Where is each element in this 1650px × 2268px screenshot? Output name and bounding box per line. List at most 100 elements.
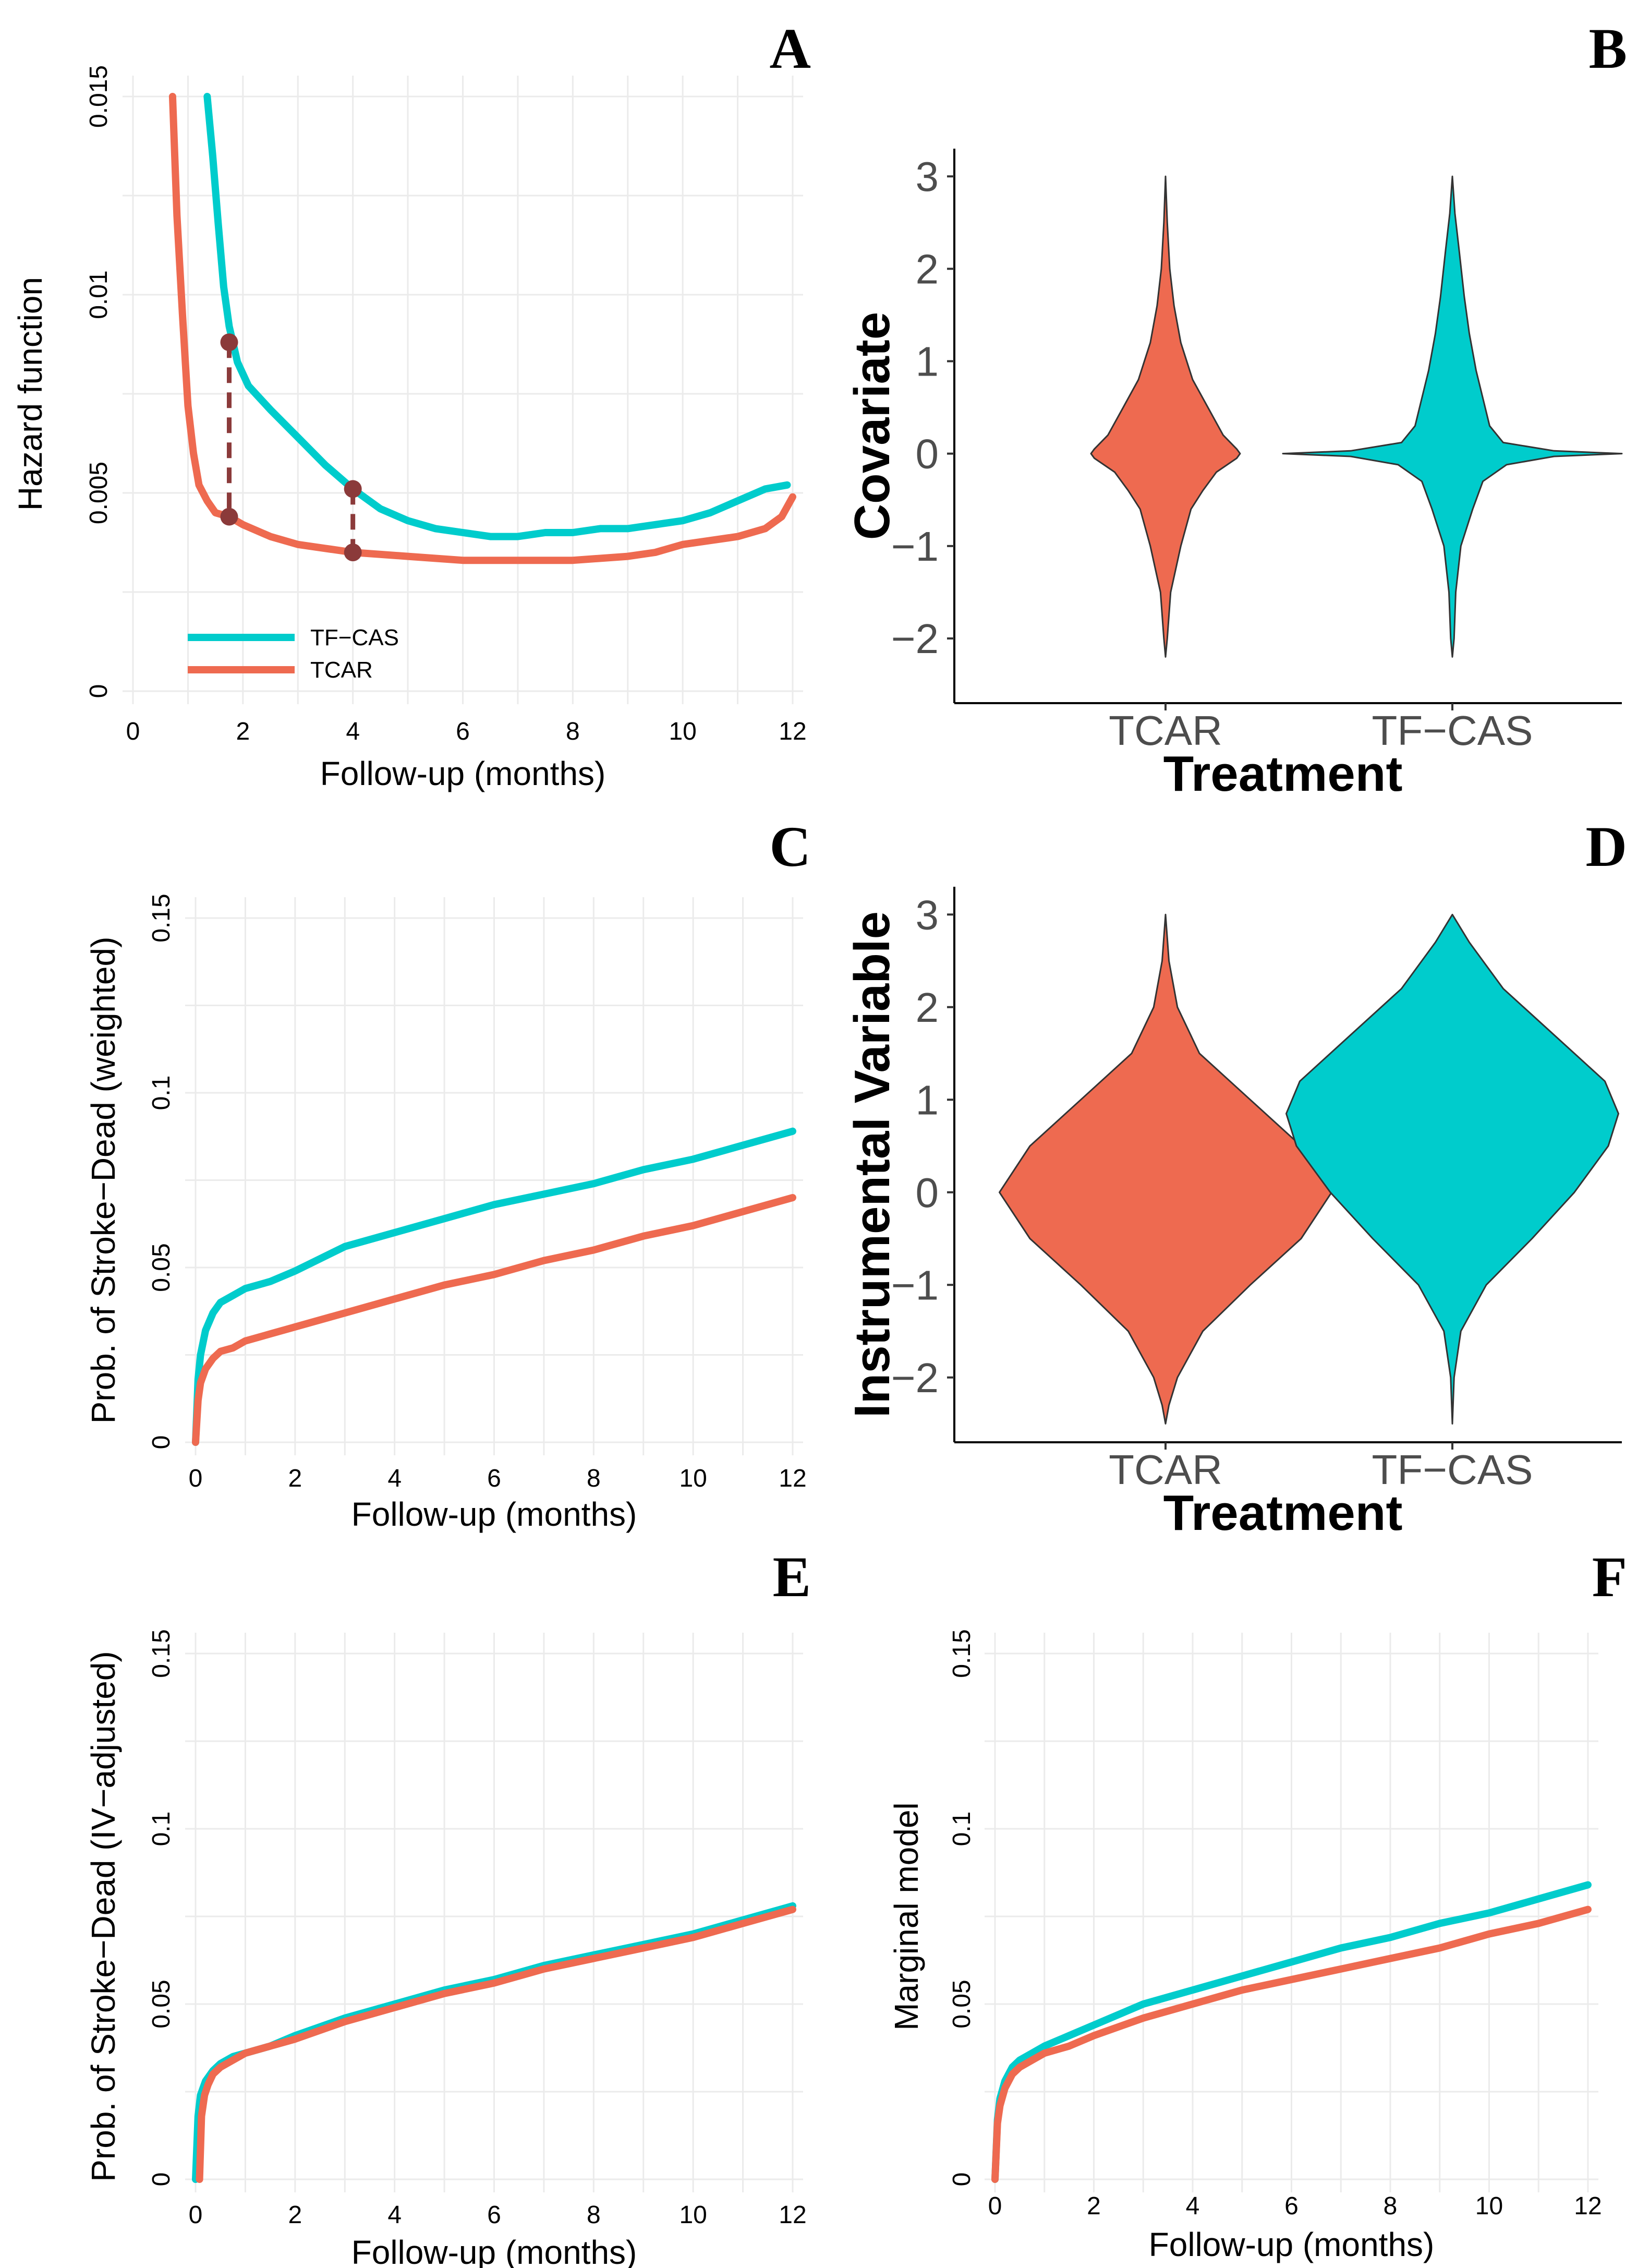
y-tick-label: 2 — [916, 246, 939, 292]
y-tick-label: 0 — [916, 1169, 939, 1216]
x-tick-label: 4 — [387, 1465, 402, 1492]
y-tick-label: 0 — [948, 2173, 976, 2187]
y-tick-label: 0.01 — [85, 270, 113, 319]
y-axis-label: Marginal model — [888, 1802, 925, 2031]
x-tick-label: 8 — [587, 1465, 601, 1492]
y-axis-label: Instrumental Variable — [844, 911, 900, 1418]
x-tick-label: 12 — [779, 718, 806, 745]
series-line-tf-cas — [203, 93, 791, 540]
x-axis-label: Follow-up (months) — [351, 2234, 637, 2268]
x-tick-label: 12 — [779, 1465, 806, 1492]
x-tick-label: 4 — [1186, 2192, 1200, 2220]
x-tick-label: TCAR — [1109, 707, 1222, 754]
y-tick-label: 1 — [916, 338, 939, 384]
y-tick-label: −1 — [891, 1262, 939, 1308]
panel-letter-a: A — [770, 17, 811, 80]
x-tick-label: 0 — [126, 718, 140, 745]
x-tick-label: 6 — [456, 718, 470, 745]
y-tick-label: 0.1 — [948, 1812, 976, 1847]
panel-f: 0 2 4 6 8 10 12 0 0.05 0.1 0.15 Follow-up (months) M… — [888, 1545, 1627, 2263]
x-tick-label: TF−CAS — [1372, 707, 1533, 754]
legend-label-tcar: TCAR — [310, 657, 373, 683]
x-tick-label: 12 — [1574, 2192, 1602, 2220]
panel-c-gridlines — [185, 897, 803, 1455]
x-tick-label: 10 — [1475, 2192, 1503, 2220]
x-tick-label: 8 — [566, 718, 580, 745]
x-axis-label: Follow-up (months) — [351, 1495, 637, 1533]
x-tick-label: 6 — [487, 1465, 501, 1492]
y-tick-label: 1 — [916, 1077, 939, 1123]
y-tick-label: 0 — [148, 1435, 175, 1450]
panel-letter-c: C — [770, 815, 811, 878]
series-line-tcar — [196, 1905, 796, 2183]
y-axis-label: Prob. of Stroke−Dead (weighted) — [84, 937, 122, 1424]
y-axis-label: Hazard function — [11, 277, 49, 511]
y-tick-label: 0.15 — [148, 894, 175, 942]
violin-tf-cas — [1282, 175, 1623, 658]
panel-e: 0 2 4 6 8 10 12 0 0.05 0.1 0.15 Follow-up (months) P… — [84, 1545, 811, 2268]
y-tick-label: 0.15 — [148, 1629, 175, 1678]
panel-letter-f: F — [1592, 1545, 1627, 1609]
difference-point-top — [220, 333, 238, 352]
legend-label-tf-cas: TF−CAS — [310, 625, 399, 650]
y-tick-label: 3 — [916, 891, 939, 938]
x-tick-label: 6 — [1284, 2192, 1299, 2220]
y-tick-label: 0 — [148, 2173, 175, 2187]
series-line-tf-cas — [192, 1127, 796, 1446]
x-tick-label: 2 — [288, 1465, 302, 1492]
x-tick-label: 2 — [288, 2201, 302, 2229]
y-tick-label: 2 — [916, 984, 939, 1031]
y-axis-label: Prob. of Stroke−Dead (IV−adjusted) — [84, 1651, 122, 2181]
x-tick-label: 10 — [679, 2201, 707, 2229]
x-tick-label: TCAR — [1109, 1446, 1222, 1493]
series-line-tcar — [192, 1194, 796, 1446]
y-tick-label: −1 — [891, 523, 939, 570]
panel-c: 0 2 4 6 8 10 12 0 0.05 0.1 0.15 Follow-up (months) P… — [84, 815, 811, 1533]
panel-a-gridlines — [123, 76, 803, 704]
difference-point-top — [344, 480, 362, 498]
y-tick-label: 0.15 — [948, 1629, 976, 1678]
y-tick-label: −2 — [891, 1355, 939, 1401]
x-tick-label: 0 — [189, 1465, 203, 1492]
panel-f-gridlines — [985, 1633, 1598, 2192]
y-tick-label: 0.015 — [85, 65, 113, 128]
x-axis-label: Treatment — [1163, 746, 1403, 802]
panel-letter-e: E — [773, 1545, 811, 1609]
violin-tcar — [999, 913, 1332, 1425]
x-tick-label: 8 — [587, 2201, 601, 2229]
violin-tf-cas — [1285, 913, 1619, 1425]
x-tick-label: 0 — [189, 2201, 203, 2229]
x-tick-label: 12 — [779, 2201, 806, 2229]
x-tick-label: 10 — [679, 1465, 707, 1492]
difference-point-bottom — [220, 508, 238, 526]
series-line-tcar — [168, 93, 796, 564]
x-tick-label: 4 — [346, 718, 360, 745]
y-tick-label: 0.1 — [148, 1812, 175, 1847]
y-axis-label: Covariate — [844, 312, 900, 540]
series-line-tcar — [991, 1905, 1592, 2183]
x-tick-label: 2 — [236, 718, 250, 745]
violin-tcar — [1090, 175, 1241, 658]
x-tick-label: 2 — [1087, 2192, 1101, 2220]
y-tick-label: 3 — [916, 153, 939, 200]
panel-letter-b: B — [1589, 17, 1627, 80]
x-tick-label: 0 — [988, 2192, 1002, 2220]
y-tick-label: 0 — [916, 431, 939, 477]
x-tick-label: 8 — [1384, 2192, 1398, 2220]
x-tick-label: TF−CAS — [1372, 1446, 1533, 1493]
x-axis-label: Follow-up (months) — [320, 755, 606, 792]
y-tick-label: 0.005 — [85, 462, 113, 524]
y-tick-label: 0.05 — [948, 1980, 976, 2028]
y-tick-label: 0.05 — [148, 1243, 175, 1292]
x-tick-label: 6 — [487, 2201, 501, 2229]
legend: TF−CAS TCAR — [188, 625, 399, 683]
panel-a: 0 2 4 6 8 10 12 0 0.005 0.01 0.015 Follow-up (month… — [11, 17, 811, 792]
y-tick-label: 0.05 — [148, 1980, 175, 2028]
y-tick-label: −2 — [891, 616, 939, 662]
y-tick-label: 0 — [85, 684, 113, 698]
y-tick-label: 0.1 — [148, 1076, 175, 1111]
x-axis-label: Follow-up (months) — [1149, 2226, 1435, 2263]
